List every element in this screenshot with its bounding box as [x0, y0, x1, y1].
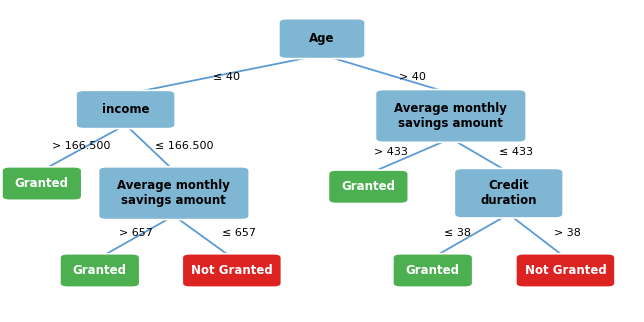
Text: Average monthly
savings amount: Average monthly savings amount — [117, 179, 231, 207]
FancyBboxPatch shape — [454, 168, 563, 218]
Text: > 40: > 40 — [399, 71, 426, 82]
Text: ≤ 166.500: ≤ 166.500 — [155, 140, 213, 151]
FancyBboxPatch shape — [60, 254, 140, 287]
Text: > 657: > 657 — [119, 228, 153, 238]
Text: > 166.500: > 166.500 — [52, 140, 110, 151]
Text: Granted: Granted — [406, 264, 460, 277]
Text: ≤ 657: ≤ 657 — [222, 228, 256, 238]
FancyBboxPatch shape — [2, 167, 82, 200]
Text: income: income — [102, 103, 149, 116]
Text: > 433: > 433 — [374, 147, 408, 157]
Text: Average monthly
savings amount: Average monthly savings amount — [394, 102, 507, 130]
Text: Not Granted: Not Granted — [525, 264, 606, 277]
Text: Granted: Granted — [341, 180, 395, 193]
FancyBboxPatch shape — [76, 90, 175, 128]
FancyBboxPatch shape — [328, 170, 408, 204]
FancyBboxPatch shape — [182, 254, 281, 287]
Text: Granted: Granted — [73, 264, 127, 277]
Text: Not Granted: Not Granted — [191, 264, 272, 277]
FancyBboxPatch shape — [393, 254, 473, 287]
Text: ≤ 40: ≤ 40 — [213, 72, 240, 82]
Text: Credit
duration: Credit duration — [480, 179, 537, 207]
FancyBboxPatch shape — [516, 254, 615, 287]
FancyBboxPatch shape — [375, 90, 526, 142]
Text: ≤ 38: ≤ 38 — [444, 228, 471, 238]
Text: Age: Age — [309, 32, 335, 45]
FancyBboxPatch shape — [279, 19, 365, 59]
Text: Granted: Granted — [15, 177, 69, 190]
Text: ≤ 433: ≤ 433 — [499, 147, 533, 157]
FancyBboxPatch shape — [99, 167, 249, 220]
Text: > 38: > 38 — [554, 228, 581, 238]
